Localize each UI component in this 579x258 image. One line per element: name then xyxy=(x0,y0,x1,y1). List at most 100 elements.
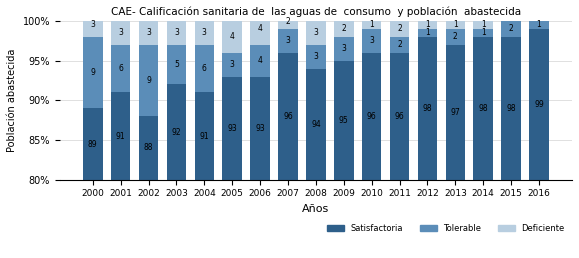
Bar xyxy=(334,21,354,37)
Bar xyxy=(306,69,325,180)
Bar xyxy=(111,92,130,180)
Text: 93: 93 xyxy=(228,124,237,133)
Text: 2: 2 xyxy=(342,25,346,34)
Bar xyxy=(250,77,270,180)
Bar xyxy=(195,92,214,180)
Text: 4: 4 xyxy=(258,56,262,65)
Text: 94: 94 xyxy=(311,120,321,129)
X-axis label: Años: Años xyxy=(302,204,329,214)
Text: 9: 9 xyxy=(146,76,151,85)
Text: 2: 2 xyxy=(453,32,458,41)
Text: 4: 4 xyxy=(230,32,234,41)
Text: 3: 3 xyxy=(174,28,179,37)
Text: 91: 91 xyxy=(116,132,126,141)
Bar xyxy=(390,21,409,37)
Text: 3: 3 xyxy=(369,36,374,45)
Bar xyxy=(529,21,549,29)
Bar xyxy=(139,21,158,45)
Y-axis label: Población abastecida: Población abastecida xyxy=(7,49,17,152)
Text: 4: 4 xyxy=(258,25,262,34)
Bar xyxy=(446,21,465,29)
Bar xyxy=(529,29,549,180)
Text: 3: 3 xyxy=(313,52,318,61)
Bar xyxy=(167,84,186,180)
Text: 1: 1 xyxy=(537,20,541,29)
Text: 6: 6 xyxy=(202,64,207,73)
Text: 3: 3 xyxy=(313,28,318,37)
Bar xyxy=(278,29,298,53)
Bar xyxy=(83,13,102,37)
Text: 95: 95 xyxy=(339,116,349,125)
Text: 3: 3 xyxy=(146,28,151,37)
Bar xyxy=(278,13,298,29)
Text: 1: 1 xyxy=(453,20,458,29)
Bar xyxy=(446,29,465,45)
Text: 93: 93 xyxy=(255,124,265,133)
Bar xyxy=(474,21,493,29)
Text: 3: 3 xyxy=(230,60,234,69)
Text: 91: 91 xyxy=(200,132,209,141)
Bar xyxy=(474,37,493,180)
Text: 96: 96 xyxy=(283,112,293,121)
Text: 3: 3 xyxy=(90,20,95,29)
Text: 98: 98 xyxy=(478,104,488,113)
Text: 3: 3 xyxy=(118,28,123,37)
Bar xyxy=(501,21,521,37)
Bar xyxy=(501,37,521,180)
Bar xyxy=(83,108,102,180)
Bar xyxy=(111,21,130,45)
Bar xyxy=(222,21,242,53)
Bar xyxy=(334,61,354,180)
Bar xyxy=(390,53,409,180)
Bar xyxy=(222,53,242,77)
Bar xyxy=(306,45,325,69)
Title: CAE- Calificación sanitaria de  las aguas de  consumo  y población  abastecida: CAE- Calificación sanitaria de las aguas… xyxy=(111,7,521,18)
Text: 5: 5 xyxy=(174,60,179,69)
Bar xyxy=(111,45,130,92)
Text: 2: 2 xyxy=(397,25,402,34)
Bar xyxy=(167,45,186,84)
Bar xyxy=(250,13,270,45)
Bar xyxy=(139,116,158,180)
Bar xyxy=(446,45,465,180)
Text: 3: 3 xyxy=(202,28,207,37)
Bar xyxy=(334,37,354,61)
Text: 98: 98 xyxy=(423,104,433,113)
Text: 1: 1 xyxy=(481,28,486,37)
Bar xyxy=(222,77,242,180)
Bar xyxy=(362,29,382,53)
Text: 2: 2 xyxy=(397,40,402,49)
Bar xyxy=(195,45,214,92)
Text: 3: 3 xyxy=(342,44,346,53)
Text: 97: 97 xyxy=(450,108,460,117)
Bar xyxy=(417,37,437,180)
Text: 96: 96 xyxy=(367,112,376,121)
Bar xyxy=(390,37,409,53)
Text: 1: 1 xyxy=(481,20,486,29)
Bar xyxy=(250,45,270,77)
Bar xyxy=(362,53,382,180)
Bar xyxy=(139,45,158,116)
Bar xyxy=(417,21,437,29)
Text: 9: 9 xyxy=(90,68,95,77)
Bar xyxy=(83,37,102,108)
Text: 99: 99 xyxy=(534,100,544,109)
Legend: Satisfactoria, Tolerable, Deficiente: Satisfactoria, Tolerable, Deficiente xyxy=(324,220,568,236)
Text: 96: 96 xyxy=(395,112,405,121)
Text: 1: 1 xyxy=(425,20,430,29)
Bar xyxy=(417,29,437,37)
Bar xyxy=(278,53,298,180)
Text: 1: 1 xyxy=(425,28,430,37)
Text: 92: 92 xyxy=(171,128,181,137)
Bar xyxy=(167,21,186,45)
Text: 2: 2 xyxy=(285,17,291,26)
Bar xyxy=(474,29,493,37)
Text: 1: 1 xyxy=(369,20,374,29)
Bar xyxy=(195,21,214,45)
Text: 2: 2 xyxy=(509,25,514,34)
Text: 88: 88 xyxy=(144,143,153,152)
Text: 6: 6 xyxy=(118,64,123,73)
Bar xyxy=(362,21,382,29)
Bar xyxy=(306,21,325,45)
Text: 3: 3 xyxy=(285,36,291,45)
